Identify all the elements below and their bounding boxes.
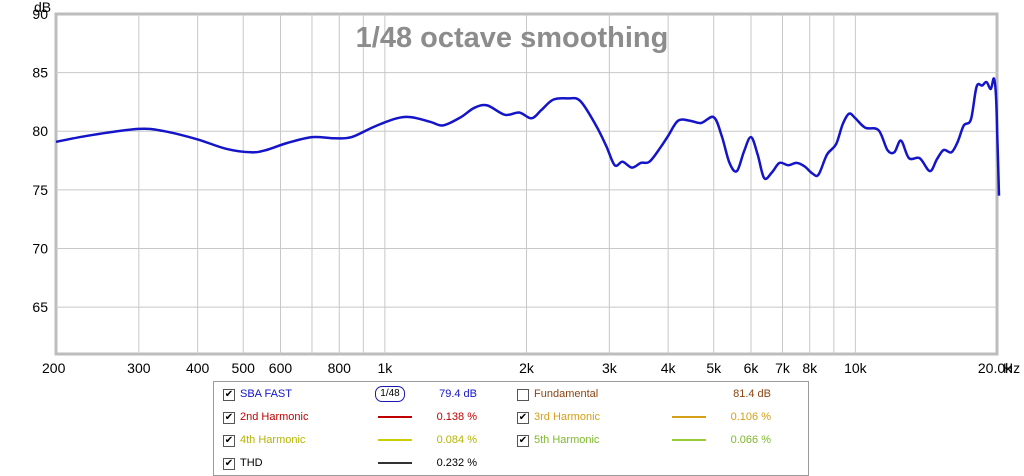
thd-checkbox[interactable]: ✔ — [223, 458, 235, 470]
x-tick-label: 20.0k — [978, 360, 1013, 376]
legend-value-fundamental: 81.4 dB — [733, 388, 771, 400]
y-tick-label: 90 — [32, 6, 48, 22]
legend-row-4: ✔ THD 0.232 % — [214, 454, 808, 472]
x-tick-label: 3k — [602, 360, 618, 376]
grid-lines — [56, 14, 997, 354]
legend-label-2nd-harmonic[interactable]: 2nd Harmonic — [240, 411, 309, 423]
legend-value-5th-harmonic: 0.066 % — [730, 434, 771, 446]
legend-swatch-3rd-harmonic — [672, 416, 706, 418]
x-tick-label: 5k — [706, 360, 722, 376]
x-tick-label: 8k — [802, 360, 818, 376]
x-tick-label: 10k — [844, 360, 868, 376]
y-tick-label: 85 — [32, 65, 48, 81]
legend-value-thd: 0.232 % — [436, 457, 477, 469]
legend-row-1: ✔ SBA FAST 1/48 79.4 dB Fundamental 81.4… — [214, 385, 808, 403]
3rd-harmonic-checkbox[interactable]: ✔ — [517, 412, 529, 424]
x-tick-label: 1k — [377, 360, 393, 376]
smoothing-badge[interactable]: 1/48 — [375, 386, 405, 402]
legend-value-3rd-harmonic: 0.106 % — [730, 411, 771, 423]
legend-value-sba-fast: 79.4 dB — [439, 388, 477, 400]
series-line-sba-fast — [55, 77, 1001, 196]
y-tick-label: 65 — [32, 299, 48, 315]
chart-title: 1/48 octave smoothing — [356, 22, 669, 54]
y-tick-label: 70 — [32, 240, 48, 256]
legend-label-5th-harmonic[interactable]: 5th Harmonic — [534, 434, 600, 446]
fundamental-checkbox[interactable] — [517, 389, 529, 401]
legend-swatch-5th-harmonic — [672, 439, 706, 441]
y-tick-label: 80 — [32, 123, 48, 139]
legend-label-3rd-harmonic[interactable]: 3rd Harmonic — [534, 411, 601, 423]
x-tick-label: 600 — [269, 360, 293, 376]
frequency-response-chart: dB 65 70 75 80 85 90 200 300 400 500 600 800 1k 2k 3k… — [32, 0, 1020, 376]
legend-row-2: ✔ 2nd Harmonic 0.138 % ✔ 3rd Harmonic 0.… — [214, 408, 808, 426]
legend-swatch-thd — [378, 462, 412, 464]
sba-fast-checkbox[interactable]: ✔ — [223, 389, 235, 401]
legend-row-3: ✔ 4th Harmonic 0.084 % ✔ 5th Harmonic 0.… — [214, 431, 808, 449]
5th-harmonic-checkbox[interactable]: ✔ — [517, 435, 529, 447]
y-tick-label: 75 — [32, 182, 48, 198]
legend-label-4th-harmonic[interactable]: 4th Harmonic — [240, 434, 306, 446]
x-axis-unit-label: Hz — [1003, 360, 1020, 376]
y-axis-unit-label: dB — [34, 0, 51, 15]
x-tick-label: 4k — [661, 360, 677, 376]
legend-panel: ✔ SBA FAST 1/48 79.4 dB Fundamental 81.4… — [213, 381, 809, 476]
2nd-harmonic-checkbox[interactable]: ✔ — [223, 412, 235, 424]
x-tick-label: 400 — [186, 360, 210, 376]
x-tick-label: 500 — [232, 360, 256, 376]
legend-value-4th-harmonic: 0.084 % — [436, 434, 477, 446]
x-tick-label: 7k — [775, 360, 791, 376]
legend-swatch-2nd-harmonic — [378, 416, 412, 418]
x-tick-label: 200 — [42, 360, 66, 376]
x-tick-labels: 200 300 400 500 600 800 1k 2k 3k 4k 5k 6k 7k 8k 10k 20.… — [42, 360, 1013, 376]
x-tick-label: 300 — [127, 360, 151, 376]
x-tick-label: 6k — [744, 360, 760, 376]
legend-swatch-4th-harmonic — [378, 439, 412, 441]
x-tick-label: 2k — [519, 360, 535, 376]
x-tick-label: 800 — [328, 360, 352, 376]
4th-harmonic-checkbox[interactable]: ✔ — [223, 435, 235, 447]
legend-label-thd[interactable]: THD — [240, 457, 263, 469]
y-tick-labels: 65 70 75 80 85 90 — [32, 6, 48, 315]
legend-label-fundamental[interactable]: Fundamental — [534, 388, 599, 400]
legend-label-sba-fast[interactable]: SBA FAST — [240, 388, 292, 400]
legend-value-2nd-harmonic: 0.138 % — [436, 411, 477, 423]
